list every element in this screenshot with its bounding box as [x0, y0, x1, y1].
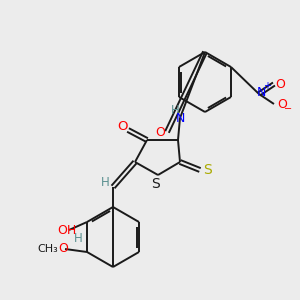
Text: O: O	[58, 242, 68, 256]
Text: H: H	[100, 176, 109, 190]
Text: O: O	[275, 77, 285, 91]
Text: S: S	[204, 163, 212, 177]
Text: CH₃: CH₃	[38, 244, 58, 254]
Text: N: N	[256, 85, 266, 98]
Text: O: O	[117, 119, 127, 133]
Text: N: N	[175, 112, 185, 124]
Text: S: S	[152, 177, 160, 191]
Text: H: H	[74, 232, 82, 245]
Text: O: O	[155, 125, 165, 139]
Text: O: O	[277, 98, 287, 112]
Text: −: −	[284, 104, 292, 114]
Text: H: H	[171, 104, 179, 118]
Text: OH: OH	[57, 224, 76, 236]
Text: +: +	[263, 81, 271, 91]
